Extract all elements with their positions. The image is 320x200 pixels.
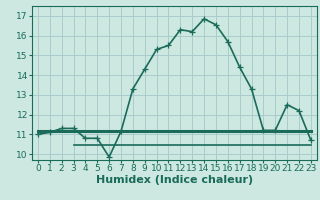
X-axis label: Humidex (Indice chaleur): Humidex (Indice chaleur) <box>96 175 253 185</box>
